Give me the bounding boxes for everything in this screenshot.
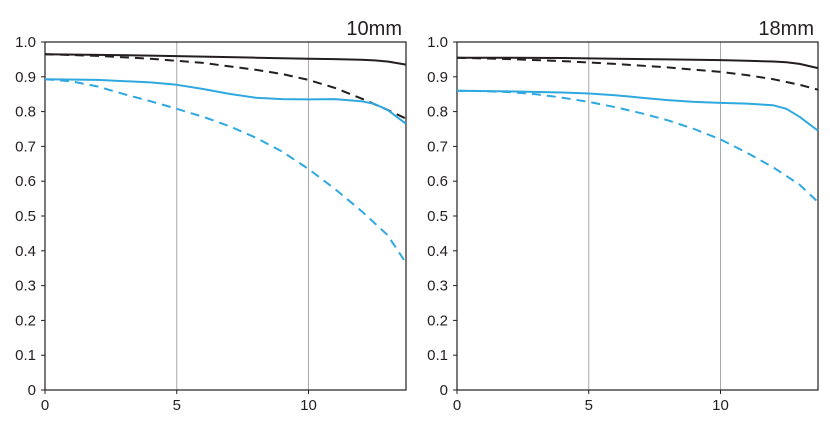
chart1-xtick-label-0: 0 [453,397,461,414]
chart1-ytick-label-4: 0.4 [427,243,448,260]
chart0-series-2-line [44,78,407,125]
chart1-title: 18mm [758,18,814,40]
chart1-xtick-label-2: 10 [712,397,729,414]
chart1-series-0-line [457,56,819,70]
chart0-xtick-label-0: 0 [41,397,49,414]
chart0-ytick-label-8: 0.8 [15,104,36,121]
chart0-ytick-label-9: 0.9 [15,69,36,86]
chart0-ytick-label-1: 0.1 [15,347,36,364]
chart0-xtick-label-2: 10 [300,397,317,414]
chart0-ytick-label-2: 0.2 [15,312,36,329]
chart0-ytick-label-10: 1.0 [15,34,36,51]
chart0-frame [44,41,407,391]
chart0-ytick-label-3: 0.3 [15,278,36,295]
chart1-ytick-label-7: 0.7 [427,138,448,155]
chart1-ytick-label-5: 0.5 [427,208,448,225]
chart1-ytick-label-9: 0.9 [427,69,448,86]
chart1-frame [456,41,819,391]
chart1-ytick-label-6: 0.6 [427,173,448,190]
chart1-ytick-label-2: 0.2 [427,312,448,329]
chart1-series-3-line [456,89,819,203]
chart0-series-0-line [44,53,407,66]
chart1-ytick-label-0: 0 [440,382,448,399]
chart1-ytick-label-10: 1.0 [427,34,448,51]
chart0-ytick-label-4: 0.4 [15,243,36,260]
chart0-series-3-line [44,78,407,264]
chart0-ytick-label-5: 0.5 [15,208,36,225]
chart1-xtick-label-1: 5 [585,397,593,414]
chart0-series-1-line [44,53,407,120]
chart0-title: 10mm [346,18,402,40]
chart1-ytick-label-8: 0.8 [427,104,448,121]
chart0-ytick-label-0: 0 [28,382,36,399]
chart0-ytick-label-6: 0.6 [15,173,36,190]
chart1-ytick-label-3: 0.3 [427,278,448,295]
chart1-series-1-line [456,56,819,91]
chart0-xtick-label-1: 5 [173,397,181,414]
chart0-ytick-label-7: 0.7 [15,138,36,155]
chart1-ytick-label-1: 0.1 [427,347,448,364]
chart1-series-2-line [456,89,819,132]
